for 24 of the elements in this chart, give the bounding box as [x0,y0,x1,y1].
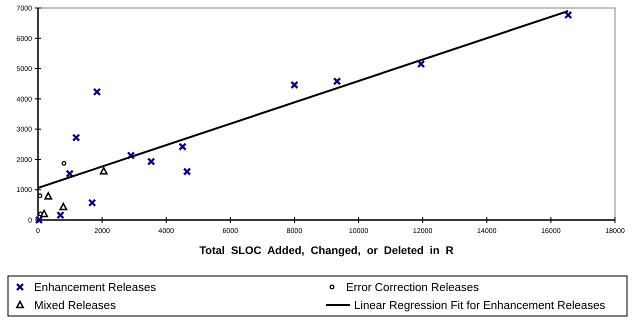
legend-label: Error Correction Releases [346,282,480,294]
point [88,198,96,207]
point [147,157,156,166]
point [178,142,187,151]
point [332,77,342,86]
point [66,170,74,178]
point [100,166,108,174]
point [56,211,65,220]
x-axis-title: Total SLOC Added, Changed, or Deleted in R [199,245,454,257]
point [92,88,102,96]
point [44,192,52,200]
point [40,210,48,218]
point [564,10,572,20]
legend-label: Enhancement Releases [34,282,156,294]
point [38,212,43,216]
point [290,80,299,90]
point [126,151,136,160]
point [72,134,80,142]
point [416,60,426,68]
point [182,167,192,176]
legend-label: Mixed Releases [34,300,116,312]
legend-label: Linear Regression Fit for Enhancement Releases [354,300,606,312]
point [62,160,66,166]
point [59,202,68,210]
